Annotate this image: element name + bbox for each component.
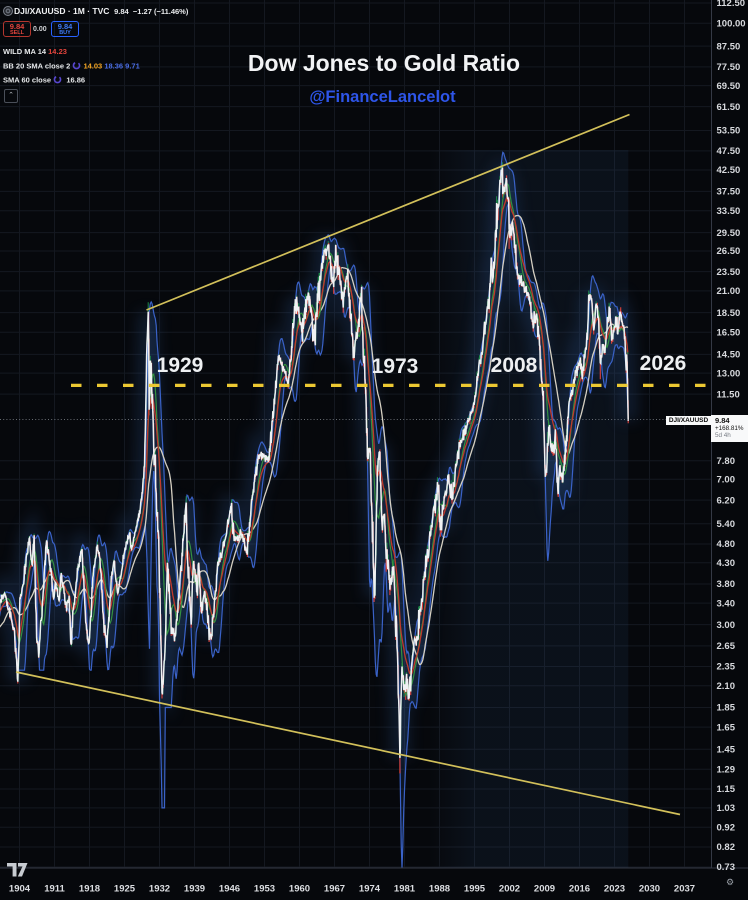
- svg-text:2016: 2016: [569, 884, 590, 895]
- svg-text:23.50: 23.50: [717, 267, 741, 278]
- svg-text:1981: 1981: [394, 884, 416, 895]
- svg-text:1939: 1939: [184, 884, 205, 895]
- svg-text:2.65: 2.65: [717, 641, 736, 652]
- svg-text:1.15: 1.15: [717, 784, 736, 795]
- svg-text:53.50: 53.50: [717, 126, 741, 137]
- svg-text:7.00: 7.00: [717, 475, 736, 486]
- svg-text:1953: 1953: [254, 884, 275, 895]
- svg-text:1932: 1932: [149, 884, 170, 895]
- svg-text:1974: 1974: [359, 884, 381, 895]
- svg-text:14.50: 14.50: [717, 350, 741, 361]
- svg-text:1946: 1946: [219, 884, 240, 895]
- svg-text:29.50: 29.50: [717, 228, 741, 239]
- svg-text:100.00: 100.00: [717, 18, 746, 29]
- svg-text:112.50: 112.50: [717, 0, 746, 9]
- svg-text:1.85: 1.85: [717, 703, 736, 714]
- svg-text:1911: 1911: [44, 884, 65, 895]
- svg-text:4.30: 4.30: [717, 558, 736, 569]
- svg-text:3.00: 3.00: [717, 620, 736, 631]
- svg-text:2.35: 2.35: [717, 662, 736, 673]
- svg-text:87.50: 87.50: [717, 41, 741, 52]
- svg-text:2009: 2009: [534, 884, 555, 895]
- svg-text:1925: 1925: [114, 884, 136, 895]
- svg-text:47.50: 47.50: [717, 146, 741, 157]
- svg-text:2037: 2037: [674, 884, 695, 895]
- svg-text:0.82: 0.82: [717, 842, 736, 853]
- svg-text:2030: 2030: [639, 884, 660, 895]
- svg-text:7.80: 7.80: [717, 456, 736, 467]
- svg-text:1918: 1918: [79, 884, 100, 895]
- svg-text:1995: 1995: [464, 884, 486, 895]
- svg-text:33.50: 33.50: [717, 206, 741, 217]
- svg-text:1967: 1967: [324, 884, 345, 895]
- svg-text:0.92: 0.92: [717, 823, 736, 834]
- svg-text:11.50: 11.50: [717, 389, 740, 400]
- svg-text:18.50: 18.50: [717, 308, 741, 319]
- svg-text:2.10: 2.10: [717, 681, 736, 692]
- svg-text:5.40: 5.40: [717, 519, 736, 530]
- svg-text:69.50: 69.50: [717, 81, 741, 92]
- svg-text:37.50: 37.50: [717, 187, 741, 198]
- svg-text:13.00: 13.00: [717, 368, 741, 379]
- svg-text:3.80: 3.80: [717, 579, 736, 590]
- svg-text:26.50: 26.50: [717, 246, 741, 257]
- svg-text:2002: 2002: [499, 884, 520, 895]
- svg-text:2023: 2023: [604, 884, 625, 895]
- svg-text:1.03: 1.03: [717, 803, 736, 814]
- svg-text:1.45: 1.45: [717, 745, 736, 756]
- svg-text:6.20: 6.20: [717, 495, 736, 506]
- svg-text:1.29: 1.29: [717, 765, 736, 776]
- svg-text:42.50: 42.50: [717, 165, 741, 176]
- svg-text:1988: 1988: [429, 884, 450, 895]
- svg-text:0.73: 0.73: [717, 862, 736, 873]
- svg-text:61.50: 61.50: [717, 102, 741, 113]
- svg-text:4.80: 4.80: [717, 539, 736, 550]
- svg-text:21.00: 21.00: [717, 286, 741, 297]
- svg-text:1904: 1904: [9, 884, 31, 895]
- svg-text:1.65: 1.65: [717, 722, 736, 733]
- svg-text:77.50: 77.50: [717, 62, 741, 73]
- svg-text:1960: 1960: [289, 884, 310, 895]
- svg-text:3.40: 3.40: [717, 598, 736, 609]
- svg-text:16.50: 16.50: [717, 327, 741, 338]
